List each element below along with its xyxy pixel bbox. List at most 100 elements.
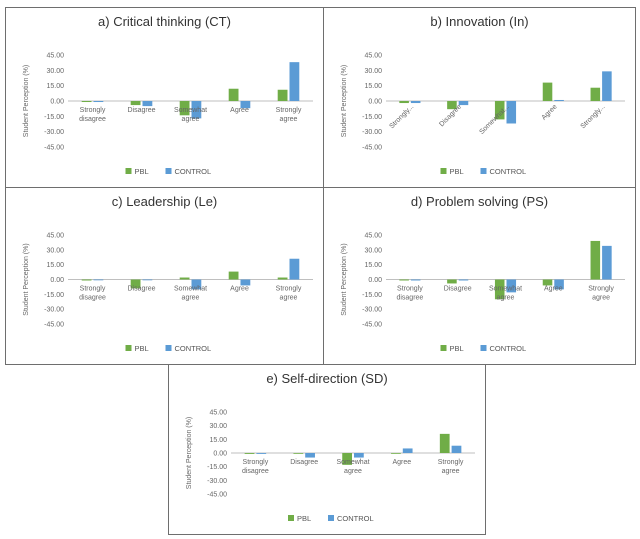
- bar-control: [554, 99, 564, 101]
- bar-control: [402, 448, 413, 453]
- y-tick-label: -45.00: [362, 145, 382, 152]
- chart-panel-leadership: c) Leadership (Le) Student Perception (%…: [5, 187, 324, 365]
- chart-plot: Student Perception (%) 45.00 30.00 15.00 0.0…: [341, 53, 625, 176]
- bar-control: [451, 445, 462, 453]
- y-tick-label: -30.00: [44, 307, 64, 314]
- x-category-label: agree: [182, 116, 200, 123]
- bar-control: [191, 101, 202, 119]
- bar-pbl: [542, 279, 553, 286]
- x-category-label: Somewhat: [174, 286, 207, 293]
- chart-plot: Student Perception (%) 45.00 30.00 15.00 0.0…: [23, 233, 313, 353]
- y-tick-label: -30.00: [44, 129, 64, 136]
- bar-control: [410, 101, 421, 104]
- y-axis-label: Student Perception (%): [23, 243, 30, 315]
- legend-swatch: [480, 345, 487, 351]
- bar-pbl: [179, 277, 190, 280]
- x-category-label: Strongly: [80, 286, 106, 293]
- bar-pbl: [293, 453, 304, 454]
- y-tick-label: 0.00: [213, 451, 227, 458]
- y-tick-label: 45.00: [46, 53, 64, 60]
- x-category-label: Disagree: [444, 286, 472, 293]
- y-axis-label: Student Perception (%): [341, 243, 348, 315]
- bar-pbl: [244, 453, 255, 454]
- bar-control: [506, 279, 517, 293]
- bar-pbl: [590, 240, 601, 280]
- x-category-label: disagree: [79, 116, 106, 123]
- y-tick-label: -30.00: [362, 129, 382, 136]
- y-tick-label: 30.00: [364, 68, 382, 75]
- bar-pbl: [228, 88, 239, 101]
- x-category-label: agree: [592, 295, 610, 302]
- x-category-label: disagree: [396, 295, 423, 302]
- x-category-label: Strongly: [588, 286, 614, 293]
- bar-pbl: [542, 82, 553, 101]
- chart-panel-problem-solving: d) Problem solving (PS) Student Percepti…: [323, 187, 636, 365]
- legend-label: CONTROL: [490, 344, 527, 353]
- bar-pbl: [494, 101, 505, 120]
- y-tick-label: 45.00: [364, 53, 382, 60]
- x-category-label: agree: [280, 116, 298, 123]
- bar-pbl: [439, 433, 450, 453]
- x-category-label: Disagree: [290, 459, 318, 466]
- bar-control: [506, 101, 517, 124]
- legend-swatch: [328, 515, 334, 521]
- chart-title: a) Critical thinking (CT): [98, 14, 231, 29]
- x-category-label: Disagree: [127, 107, 155, 114]
- legend-label: CONTROL: [175, 344, 212, 353]
- legend-swatch: [440, 168, 447, 174]
- x-category-label: Strongly: [276, 286, 302, 293]
- y-tick-label: -15.00: [207, 464, 227, 471]
- bar-pbl: [399, 279, 409, 281]
- chart-plot: Student Perception (%) 45.00 30.00 15.00 0.0…: [23, 53, 313, 176]
- x-category-label: disagree: [242, 468, 269, 475]
- legend-swatch: [165, 345, 172, 351]
- y-tick-label: 45.00: [209, 410, 227, 417]
- bar-control: [602, 245, 612, 280]
- bar-control: [289, 62, 300, 101]
- y-tick-label: -45.00: [362, 322, 382, 329]
- y-tick-label: 30.00: [46, 247, 64, 254]
- y-tick-label: 45.00: [364, 233, 382, 240]
- chart-title: d) Problem solving (PS): [410, 194, 549, 209]
- x-category-label: Agree: [230, 107, 249, 114]
- y-tick-label: 15.00: [364, 83, 382, 90]
- bar-pbl: [277, 89, 288, 101]
- x-category-label: Strongly: [80, 107, 106, 114]
- y-tick-label: -30.00: [362, 307, 382, 314]
- x-category-label: Agree: [541, 103, 559, 121]
- y-tick-label: 0.00: [50, 277, 64, 284]
- y-tick-label: 15.00: [364, 262, 382, 269]
- bar-pbl: [399, 101, 409, 104]
- x-category-label: Agree: [230, 286, 249, 293]
- x-category-label: disagree: [79, 295, 106, 302]
- legend-label: PBL: [450, 344, 464, 353]
- legend-swatch: [125, 345, 132, 351]
- bar-pbl: [277, 277, 288, 280]
- y-tick-label: 0.00: [368, 99, 382, 106]
- bar-pbl: [130, 101, 141, 106]
- y-tick-label: -15.00: [44, 292, 64, 299]
- y-tick-label: -45.00: [207, 492, 227, 499]
- y-tick-label: 15.00: [46, 83, 64, 90]
- bar-control: [354, 453, 364, 458]
- chart-title: c) Leadership (Le): [111, 194, 218, 209]
- y-tick-label: 15.00: [209, 437, 227, 444]
- legend-label: CONTROL: [337, 514, 374, 523]
- legend-label: PBL: [135, 167, 149, 176]
- x-category-label: Disagree: [127, 286, 155, 293]
- bar-control: [93, 279, 104, 281]
- bar-pbl: [494, 279, 505, 300]
- x-category-label: Strongly...: [580, 103, 607, 130]
- bar-control: [142, 279, 153, 281]
- x-category-label: agree: [280, 295, 298, 302]
- x-category-label: Strongly: [276, 107, 302, 114]
- legend-swatch: [440, 345, 447, 351]
- y-tick-label: -15.00: [362, 292, 382, 299]
- x-category-label: agree: [182, 295, 200, 302]
- x-category-label: Somewhat...: [478, 103, 510, 135]
- legend-label: CONTROL: [490, 167, 527, 176]
- bar-control: [458, 279, 469, 281]
- bar-pbl: [130, 279, 141, 289]
- x-category-label: Strongly...: [388, 103, 415, 130]
- bar-pbl: [228, 271, 239, 280]
